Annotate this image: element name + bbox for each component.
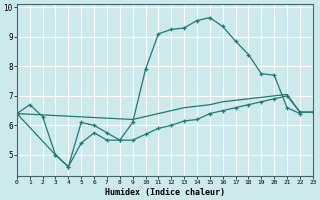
X-axis label: Humidex (Indice chaleur): Humidex (Indice chaleur) <box>105 188 225 197</box>
